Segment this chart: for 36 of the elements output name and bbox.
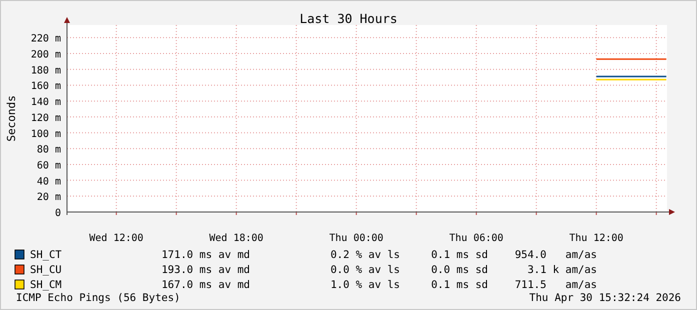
legend-label: SH_CT [30,249,62,261]
y-tick-label: 80 m [36,144,61,156]
text: 0.0 ms sd [431,264,488,276]
y-axis-title: Seconds [5,95,18,142]
x-tick-label: Thu 00:00 [329,233,384,244]
text: 0.1 ms sd [431,279,488,291]
y-tick-label: 120 m [30,112,61,124]
y-tick-label: 60 m [36,160,61,172]
x-tick-label: Wed 12:00 [89,233,144,244]
y-tick-label: 180 m [30,65,61,76]
y-tick-label: 40 m [36,176,61,188]
text: 0.0 % av ls [330,264,400,276]
text: 171.0 ms av md [161,249,250,261]
text: 0.1 ms sd [431,249,488,261]
y-tick-label: 0 [54,208,61,219]
text: 3.1 k am/as [527,264,597,276]
text: 1.0 % av ls [330,279,400,291]
text: 0.2 % av ls [330,249,400,261]
y-tick-label: 220 m [30,34,61,45]
text: 193.0 ms av md [161,264,250,276]
chart-title: Last 30 Hours [300,11,398,26]
x-tick-label: Thu 12:00 [569,233,624,244]
y-tick-label: 20 m [36,192,61,204]
text: 954.0 am/as [514,249,597,261]
y-tick-label: 200 m [30,50,61,61]
x-tick-label: Wed 18:00 [209,233,264,244]
y-tick-label: 140 m [30,97,61,108]
text: 711.5 am/as [514,279,597,291]
legend-label: SH_CU [30,264,62,276]
legend-label: SH_CM [30,279,62,291]
text: Thu Apr 30 15:32:24 2026 [529,292,681,304]
text: ICMP Echo Pings (56 Bytes) [16,292,180,304]
y-tick-label: 160 m [30,81,61,92]
text: 167.0 ms av md [161,279,250,291]
y-tick-label: 100 m [30,128,61,140]
x-tick-label: Thu 06:00 [449,233,504,244]
